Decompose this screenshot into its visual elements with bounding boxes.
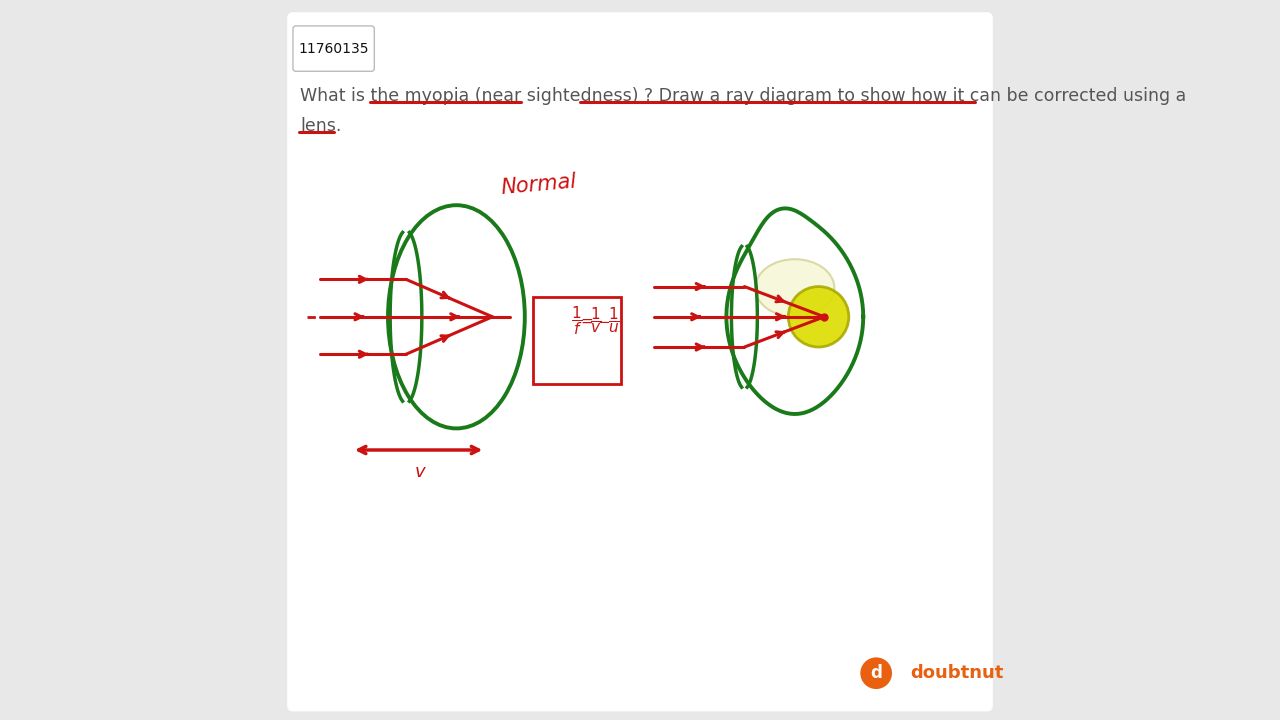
Text: v: v <box>415 463 426 481</box>
Text: $=$: $=$ <box>579 313 594 328</box>
Text: Normal: Normal <box>499 172 577 199</box>
Text: $\dfrac{1}{u}$: $\dfrac{1}{u}$ <box>608 305 620 336</box>
Text: What is the myopia (near sightedness) ? Draw a ray diagram to show how it can be: What is the myopia (near sightedness) ? … <box>301 86 1187 104</box>
FancyBboxPatch shape <box>534 297 621 384</box>
Ellipse shape <box>388 205 525 428</box>
FancyBboxPatch shape <box>293 26 374 71</box>
FancyBboxPatch shape <box>287 12 993 150</box>
Circle shape <box>788 287 849 347</box>
Text: $\dfrac{1}{v}$: $\dfrac{1}{v}$ <box>590 305 602 336</box>
Ellipse shape <box>755 259 835 317</box>
Text: $-$: $-$ <box>598 313 611 328</box>
Text: 11760135: 11760135 <box>298 42 369 56</box>
Text: $\dfrac{1}{f}$: $\dfrac{1}{f}$ <box>571 304 582 337</box>
Text: doubtnut: doubtnut <box>910 664 1004 683</box>
Circle shape <box>860 657 892 689</box>
Text: d: d <box>870 664 882 683</box>
Text: lens.: lens. <box>301 117 342 135</box>
FancyBboxPatch shape <box>287 142 993 711</box>
